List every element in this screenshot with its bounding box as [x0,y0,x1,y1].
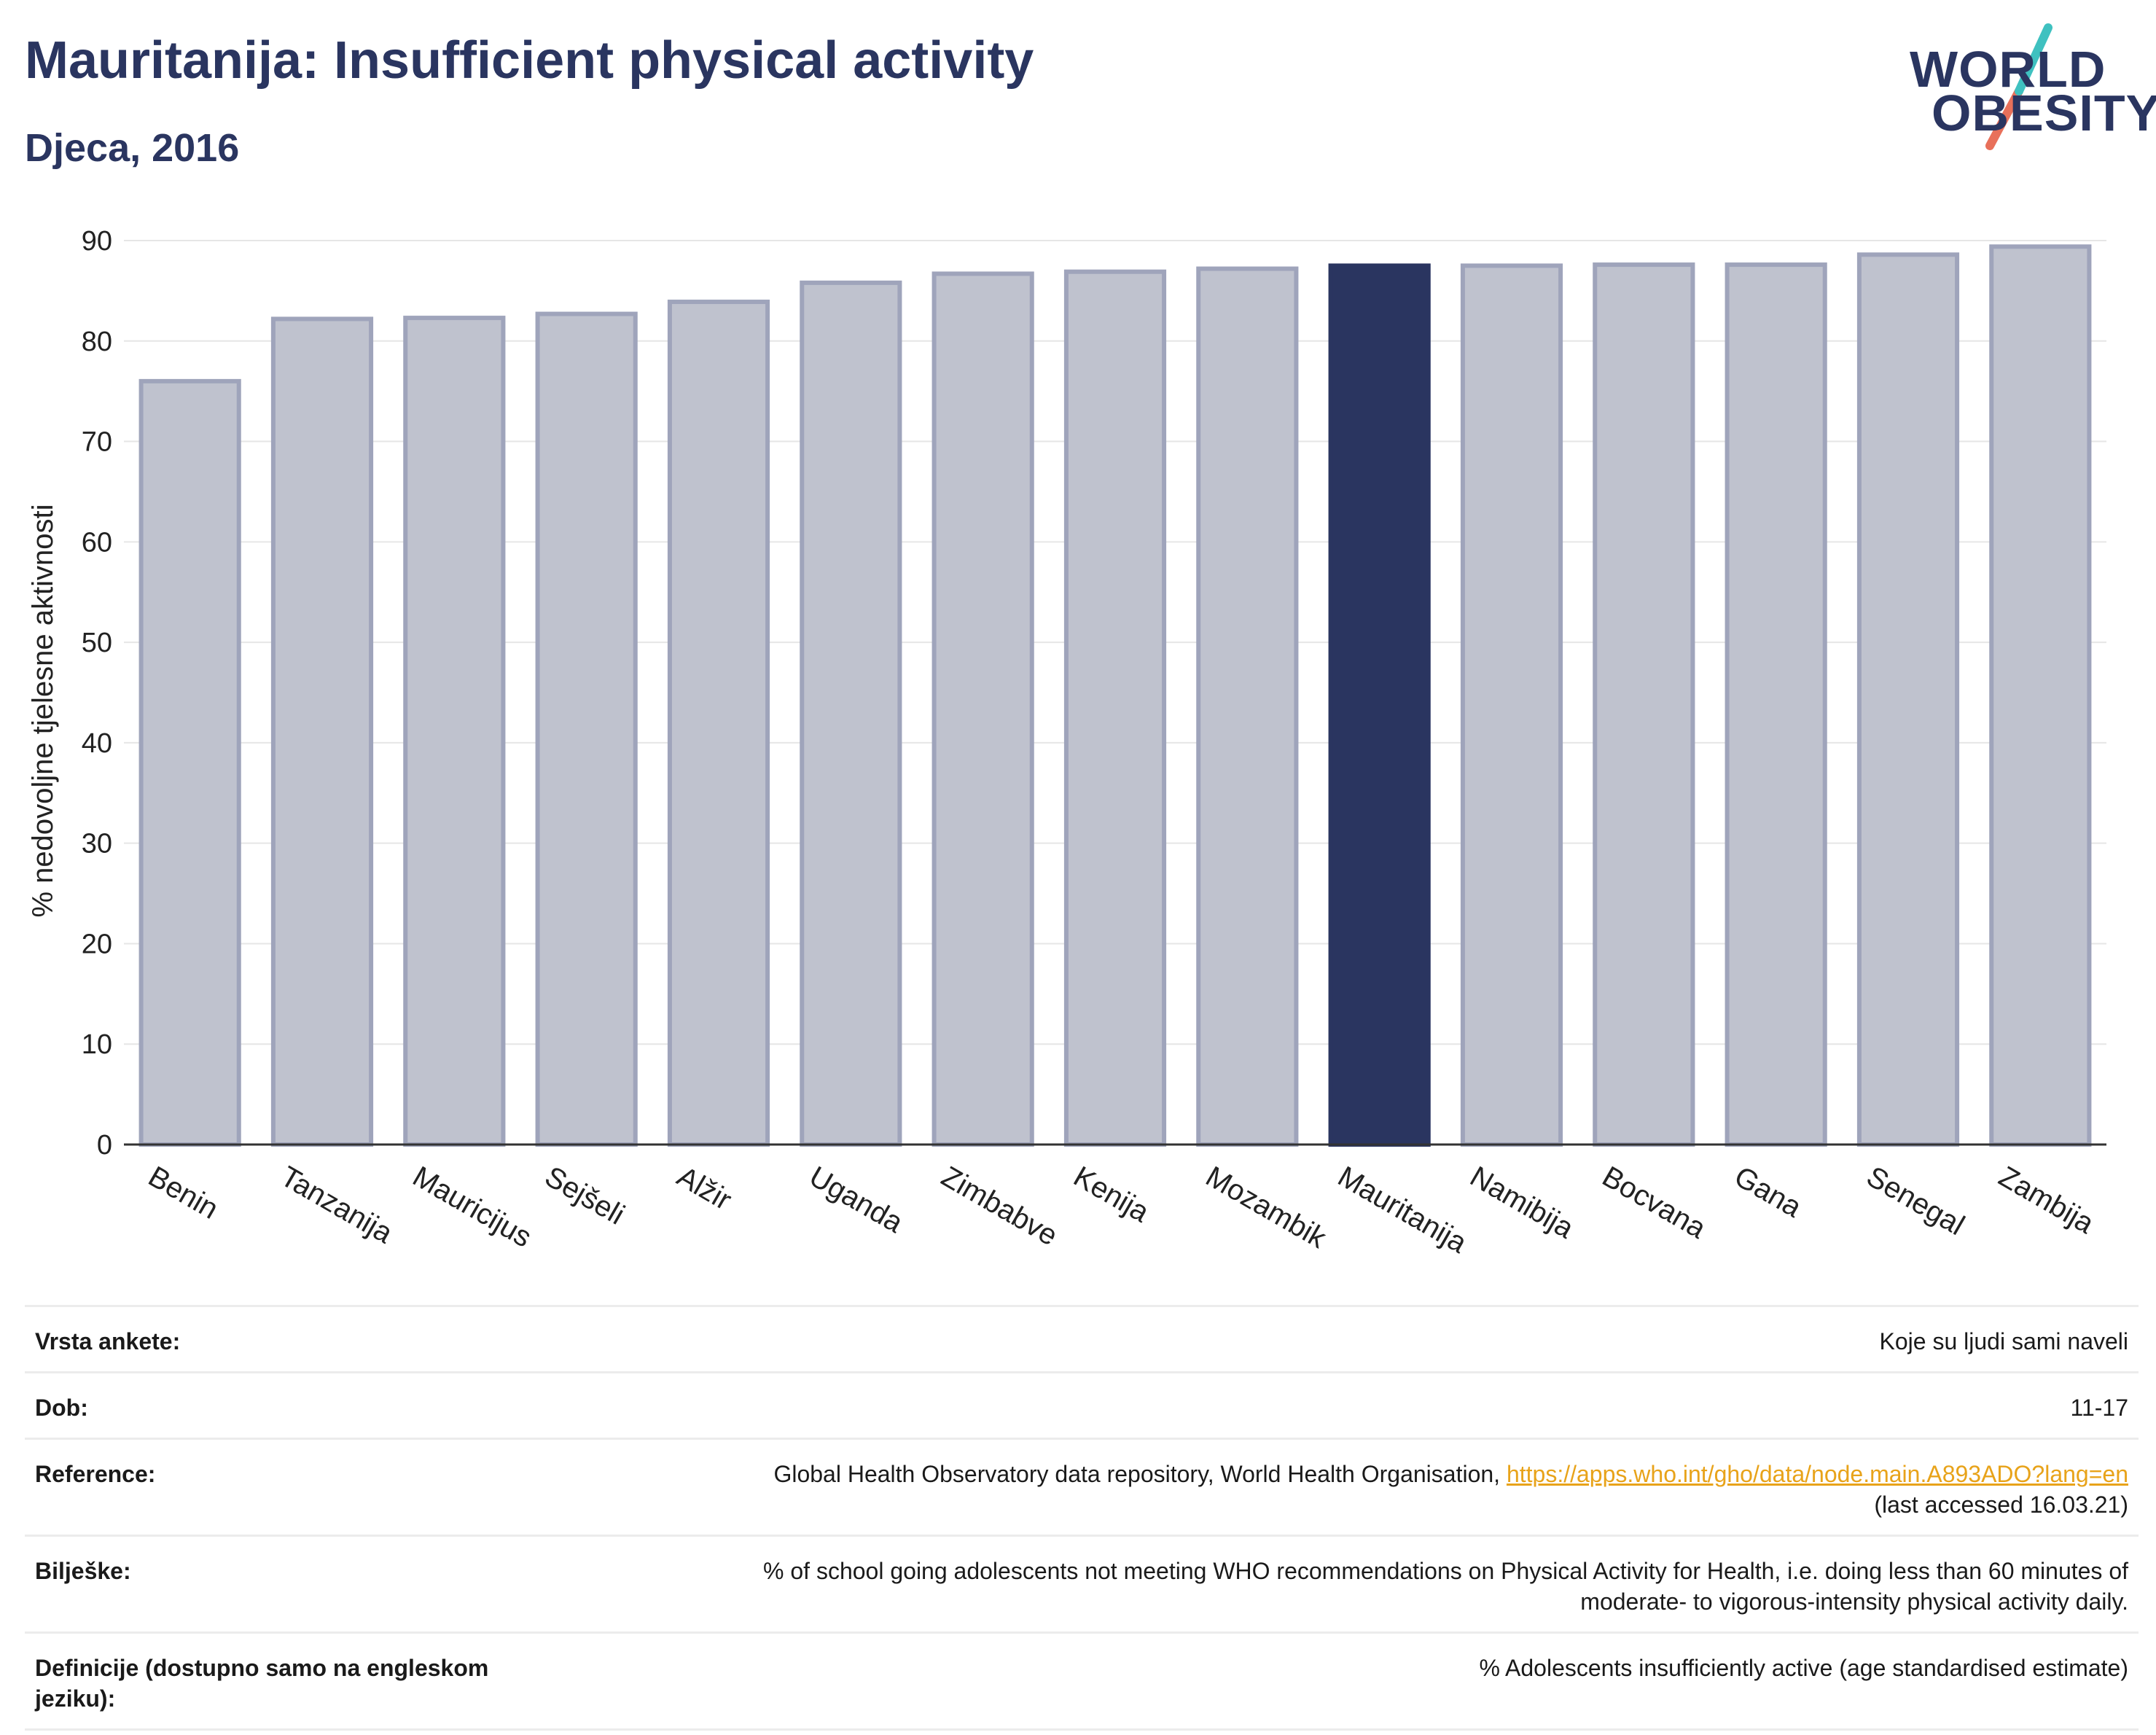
x-tick-label: Mauricijus [407,1161,537,1254]
x-tick-label: Benin [143,1161,224,1225]
y-tick-label: 20 [82,929,112,959]
x-tick-label: Zambija [1993,1161,2100,1241]
bar-namibija [1460,263,1563,1147]
bar-sejšeli [535,311,638,1147]
bar-mauritanija [1328,263,1431,1147]
logo-line-1: WORLD [1910,41,2106,98]
info-key: Reference: [35,1461,156,1487]
world-obesity-logo: WORLD OBESITY [1902,22,2156,153]
info-row-definitions: Definicije (dostupno samo na engleskom j… [25,1631,2139,1731]
info-row-reference: Reference: Global Health Observatory dat… [25,1438,2139,1535]
info-table: Vrsta ankete: Koje su ljudi sami naveli … [25,1305,2139,1731]
x-tick-label: Sejšeli [539,1161,630,1231]
bar-alžir [667,300,770,1147]
x-tick-label: Gana [1729,1161,1807,1224]
bar-kenija [1063,269,1167,1147]
info-value: Koje su ljudi sami naveli [1879,1328,2129,1354]
bar-senegal [1856,252,1960,1147]
info-row-notes: Bilješke: % of school going adolescents … [25,1535,2139,1631]
reference-text: Global Health Observatory data repositor… [773,1461,1507,1487]
y-tick-label: 70 [82,427,112,458]
reference-link[interactable]: https://apps.who.int/gho/data/node.main.… [1506,1461,2128,1487]
bar-uganda [800,280,902,1147]
info-value: % of school going adolescents not meetin… [763,1556,2128,1617]
notes-line-1: % of school going adolescents not meetin… [763,1558,2128,1584]
bar-mozambik [1196,266,1299,1147]
y-tick-label: 10 [82,1029,112,1060]
x-tick-label: Mauritanija [1332,1161,1472,1260]
bar-zimbabve [931,271,1034,1147]
y-axis-label: % nedovoljne tjelesne aktivnosti [27,504,59,917]
y-tick-label: 50 [82,628,112,658]
chart-title: Mauritanija: Insufficient physical activ… [25,31,1034,90]
reference-accessed: (last accessed 16.03.21) [1874,1492,2128,1518]
info-value: Global Health Observatory data repositor… [773,1459,2128,1520]
y-tick-label: 0 [97,1130,112,1161]
info-key: Vrsta ankete: [35,1328,181,1354]
x-tick-label: Tanzanija [276,1161,399,1250]
y-tick-label: 60 [82,527,112,558]
y-tick-label: 90 [82,226,112,257]
bar-benin [138,378,241,1147]
y-tick-label: 40 [82,728,112,759]
chart-subtitle: Djeca, 2016 [25,126,240,170]
bar-zambija [1989,244,2092,1147]
bar-chart: 0 10 20 30 40 50 60 70 80 90 Benin Tanzanija Mauric… [27,226,2106,1260]
x-tick-label: Zimbabve [936,1161,1063,1252]
bar-mauricijus [403,316,506,1147]
bars [138,244,2092,1147]
x-tick-label: Senegal [1862,1161,1970,1242]
x-axis-ticks: Benin Tanzanija Mauricijus Sejšeli Alžir Ugan… [143,1161,2100,1260]
info-key: Bilješke: [35,1558,131,1584]
bar-gana [1725,262,1827,1147]
info-row-survey-type: Vrsta ankete: Koje su ljudi sami naveli [25,1305,2139,1371]
x-tick-label: Bocvana [1597,1161,1711,1245]
info-key: Definicije (dostupno samo na engleskom j… [35,1655,489,1712]
info-value: 11-17 [2070,1395,2128,1421]
info-key: Dob: [35,1395,88,1421]
y-tick-label: 30 [82,829,112,859]
logo-slash-icon [1985,23,2053,150]
bar-bocvana [1593,262,1695,1147]
x-tick-label: Kenija [1069,1161,1155,1229]
x-tick-label: Namibija [1465,1161,1579,1245]
x-tick-label: Mozambik [1200,1161,1332,1255]
info-row-age: Dob: 11-17 [25,1371,2139,1438]
bar-tanzanija [270,316,374,1147]
x-tick-label: Uganda [804,1161,909,1240]
y-axis-ticks: 0 10 20 30 40 50 60 70 80 90 [82,226,112,1161]
notes-line-2: moderate- to vigorous-intensity physical… [1580,1588,2128,1615]
logo-line-2: OBESITY [1932,85,2156,141]
y-tick-label: 80 [82,327,112,357]
x-tick-label: Alžir [672,1161,737,1217]
info-value: % Adolescents insufficiently active (age… [1479,1655,2128,1681]
